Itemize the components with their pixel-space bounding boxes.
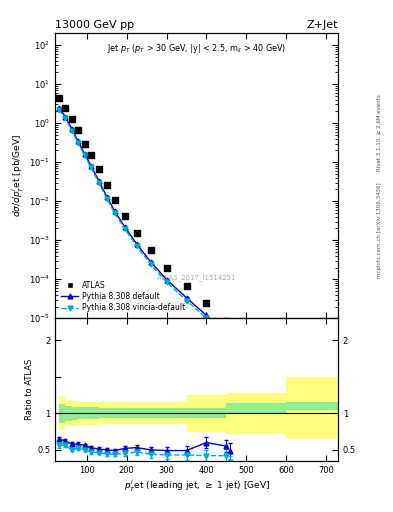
Point (223, 317, 230, 325)
Text: ATLAS_2017_I1514251: ATLAS_2017_I1514251 (157, 274, 236, 281)
Text: Z+Jet: Z+Jet (307, 20, 338, 30)
Text: Rivet 3.1.10, ≥ 2.6M events: Rivet 3.1.10, ≥ 2.6M events (377, 95, 382, 172)
Point (203, 300, 209, 308)
Y-axis label: Ratio to ATLAS: Ratio to ATLAS (25, 359, 34, 420)
Text: mcplots.cern.ch [arXiv:1306.3436]: mcplots.cern.ch [arXiv:1306.3436] (377, 183, 382, 278)
Point (243, 334, 250, 342)
Point (163, 263, 170, 271)
Point (283, 355, 289, 364)
Text: 13000 GeV pp: 13000 GeV pp (55, 20, 134, 30)
Point (184, 282, 190, 290)
Point (121, 212, 128, 220)
Legend: ATLAS, Pythia 8.308 default, Pythia 8.308 vincia-default: ATLAS, Pythia 8.308 default, Pythia 8.30… (59, 279, 187, 314)
Point (147, 246, 154, 254)
Point (134, 229, 140, 237)
Point (56, 94, 62, 102)
Point (112, 196, 118, 204)
Point (75, 126, 81, 135)
Y-axis label: $d\sigma/dp_T^{j}$et [pb/GeV]: $d\sigma/dp_T^{j}$et [pb/GeV] (10, 134, 26, 218)
Point (88, 151, 94, 159)
X-axis label: $p_T^j$et (leading jet, $\geq$ 1 jet) [GeV]: $p_T^j$et (leading jet, $\geq$ 1 jet) [G… (123, 477, 270, 494)
Point (104, 181, 110, 189)
Text: Jet $p_{T}$ ($p_{T}$ > 30 GeV, |y| < 2.5, m$_{ll}$ > 40 GeV): Jet $p_{T}$ ($p_{T}$ > 30 GeV, |y| < 2.5… (107, 42, 286, 55)
Point (62, 103, 68, 112)
Point (69, 115, 75, 123)
Point (323, 386, 329, 394)
Point (96, 165, 102, 174)
Point (81, 139, 88, 147)
